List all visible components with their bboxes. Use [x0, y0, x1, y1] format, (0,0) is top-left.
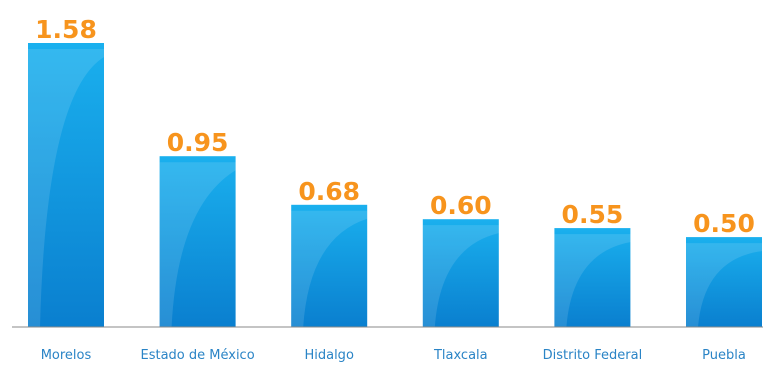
value-label-1: 0.95 [167, 128, 229, 157]
value-label-0: 1.58 [35, 15, 97, 44]
category-label-5: Puebla [702, 348, 746, 363]
bar-4 [554, 228, 631, 327]
category-label-2: Hidalgo [304, 348, 353, 363]
bar-highlight-5 [686, 243, 762, 327]
bars-group [28, 43, 762, 327]
bar-highlight-1 [159, 162, 236, 327]
value-label-3: 0.60 [430, 191, 492, 220]
bar-highlight-4 [554, 234, 631, 327]
bar-highlight-2 [291, 210, 368, 327]
bar-5 [686, 237, 762, 327]
bar-1 [159, 156, 236, 327]
bar-highlight-0 [28, 49, 104, 327]
bar-3 [422, 219, 499, 327]
category-labels-group: Morelos Estado de México Hidalgo Tlaxcala Di… [41, 348, 746, 363]
bar-highlight-3 [422, 225, 499, 327]
value-label-4: 0.55 [562, 200, 624, 229]
category-label-3: Tlaxcala [433, 348, 488, 363]
bar-2 [291, 204, 368, 327]
bar-0 [28, 43, 104, 327]
value-label-5: 0.50 [693, 209, 755, 238]
category-label-4: Distrito Federal [543, 348, 643, 363]
category-label-1: Estado de México [141, 348, 255, 363]
value-label-2: 0.68 [298, 177, 360, 206]
value-labels-group: 1.58 0.95 0.68 0.60 0.55 0.50 [35, 15, 755, 238]
category-label-0: Morelos [41, 348, 92, 363]
